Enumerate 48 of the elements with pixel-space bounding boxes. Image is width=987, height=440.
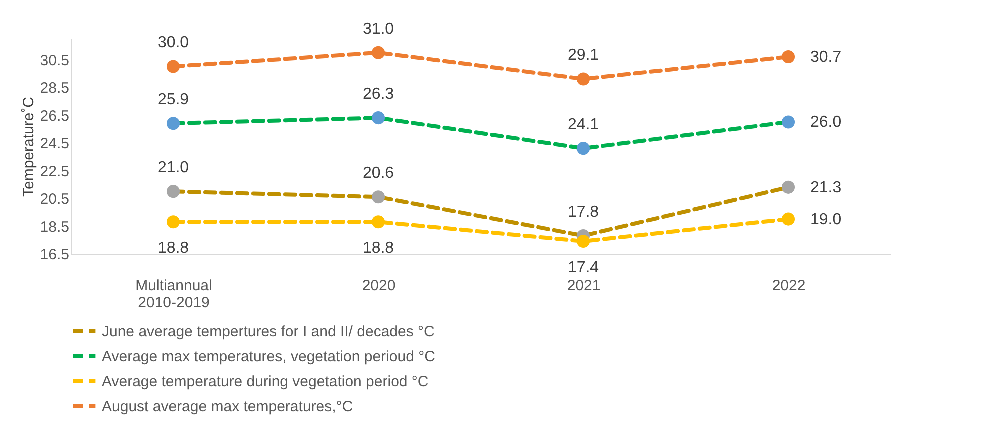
point: [166, 60, 180, 74]
y-tick-label: 16.5: [40, 246, 70, 264]
point: [372, 46, 386, 60]
data-label: 26.0: [810, 114, 842, 132]
data-label: 20.6: [362, 165, 394, 182]
data-label: 19.0: [810, 211, 842, 228]
data-label: 29.1: [568, 47, 600, 64]
data-label: 17.8: [568, 204, 600, 221]
data-label: 18.8: [362, 240, 394, 258]
point: [372, 112, 386, 125]
data-label: 18.8: [158, 240, 190, 258]
point: [782, 116, 796, 129]
point: [576, 142, 590, 156]
point: [166, 216, 180, 229]
point: [782, 180, 796, 194]
data-label: 24.1: [568, 116, 600, 134]
x-tick-label: 2021: [567, 278, 601, 294]
data-label: 31.0: [362, 20, 394, 38]
legend-label: Average max temperatures, vegetation perioud °C: [102, 348, 436, 366]
y-tick-label: 18.5: [40, 218, 70, 236]
y-tick-label: 20.5: [40, 191, 70, 208]
point: [576, 72, 590, 86]
y-tick-label: 24.5: [40, 136, 70, 153]
data-label: 17.4: [568, 260, 600, 277]
x-tick-label: 2022: [772, 278, 806, 294]
x-tick-label: 2020: [362, 278, 396, 294]
y-tick-label: 22.5: [40, 163, 70, 180]
point: [166, 185, 180, 198]
data-label: 21.3: [810, 179, 842, 196]
point: [166, 117, 180, 130]
legend-label: June average tempertures for I and II/ decades °C: [102, 324, 436, 340]
data-label: 21.0: [158, 160, 190, 177]
point: [782, 212, 796, 226]
y-tick-label: 30.5: [40, 52, 70, 70]
point: [782, 50, 796, 64]
point: [372, 190, 386, 204]
data-label: 26.3: [362, 86, 394, 104]
y-tick-label: 26.5: [40, 108, 70, 125]
point: [372, 216, 386, 229]
y-axis-title: Temperature˚C: [20, 96, 38, 198]
x-tick-label: Multiannual 2010-2019: [136, 278, 212, 312]
legend-label: Average temperature during vegetation period °C: [102, 374, 429, 390]
y-tick-label: 28.5: [40, 80, 70, 98]
data-label: 25.9: [158, 92, 190, 109]
data-label: 30.0: [158, 34, 190, 52]
data-label: 30.7: [810, 49, 842, 66]
point: [576, 235, 590, 248]
legend-label: August average max temperatures,°C: [102, 398, 354, 416]
